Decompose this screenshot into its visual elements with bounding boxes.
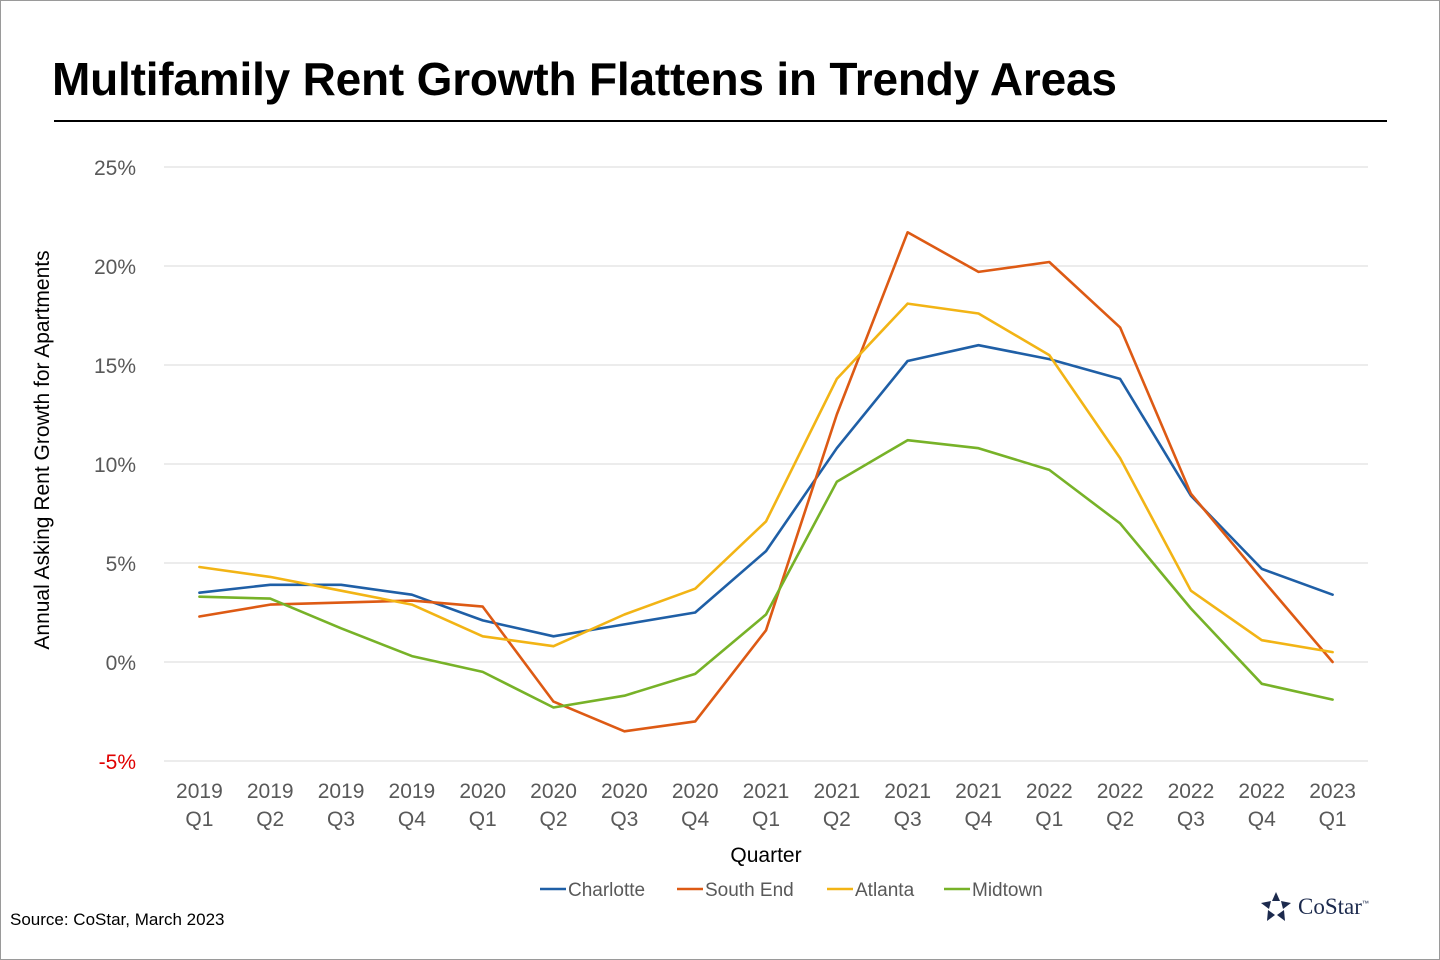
gridlines	[164, 166, 1368, 762]
x-tick-label-quarter: Q1	[1319, 808, 1347, 831]
x-tick-label-year: 2021	[955, 780, 1002, 803]
y-tick-label: 15%	[94, 355, 136, 378]
series-line-south-end	[198, 231, 1334, 733]
x-tick-label-year: 2021	[884, 780, 931, 803]
legend-label: Charlotte	[568, 880, 645, 901]
title-underline	[54, 120, 1387, 122]
chart-title: Multifamily Rent Growth Flattens in Tren…	[52, 53, 1117, 105]
x-tick-label-quarter: Q1	[469, 808, 497, 831]
series-line-midtown	[198, 438, 1334, 709]
x-tick-label-quarter: Q2	[256, 808, 284, 831]
x-tick-label-year: 2022	[1168, 780, 1215, 803]
x-tick-label-quarter: Q1	[1035, 808, 1063, 831]
x-tick-label-year: 2020	[530, 780, 577, 803]
legend: Charlotte South End Atlanta Midtown	[540, 880, 1043, 901]
x-tick-label-year: 2019	[247, 780, 294, 803]
y-tick-label: -5%	[99, 751, 136, 774]
x-tick-label-year: 2021	[743, 780, 790, 803]
x-tick-label-year: 2023	[1309, 780, 1356, 803]
y-axis-label: Annual Asking Rent Growth for Apartments	[31, 250, 54, 649]
y-tick-label: 0%	[106, 652, 136, 675]
x-tick-label-year: 2020	[601, 780, 648, 803]
y-axis-ticks: -5% 0% 5% 10% 15% 20% 25%	[94, 157, 136, 774]
x-tick-label-year: 2022	[1026, 780, 1073, 803]
x-tick-label-quarter: Q4	[681, 808, 709, 831]
x-tick-label-quarter: Q1	[752, 808, 780, 831]
x-tick-label-quarter: Q3	[610, 808, 638, 831]
costar-logo-text: CoStar™	[1298, 894, 1369, 919]
x-tick-label-year: 2021	[813, 780, 860, 803]
y-tick-label: 25%	[94, 157, 136, 180]
y-tick-label: 5%	[106, 553, 136, 576]
x-tick-label-year: 2022	[1238, 780, 1285, 803]
x-tick-label-quarter: Q3	[894, 808, 922, 831]
source-note: Source: CoStar, March 2023	[10, 910, 225, 929]
x-tick-label-quarter: Q4	[964, 808, 992, 831]
x-tick-label-year: 2020	[672, 780, 719, 803]
costar-logo: CoStar™	[1260, 890, 1369, 924]
legend-label: South End	[705, 880, 794, 901]
x-tick-label-year: 2019	[176, 780, 223, 803]
x-axis-label: Quarter	[730, 844, 801, 867]
x-axis-ticks: 2019 Q1 2019 Q2 2019 Q3 2019 Q4 2020 Q1 2020 Q2 2020…	[176, 780, 1356, 831]
costar-star-icon	[1261, 892, 1291, 921]
x-tick-label-quarter: Q3	[1177, 808, 1205, 831]
x-tick-label-quarter: Q2	[540, 808, 568, 831]
x-tick-label-year: 2020	[459, 780, 506, 803]
y-tick-label: 20%	[94, 256, 136, 279]
x-tick-label-quarter: Q2	[1106, 808, 1134, 831]
legend-label: Atlanta	[855, 880, 915, 901]
x-tick-label-year: 2022	[1097, 780, 1144, 803]
x-tick-label-quarter: Q2	[823, 808, 851, 831]
series-line-atlanta	[198, 302, 1334, 654]
series-lines	[198, 231, 1334, 733]
x-tick-label-quarter: Q4	[1248, 808, 1276, 831]
x-tick-label-year: 2019	[318, 780, 365, 803]
x-tick-label-quarter: Q1	[185, 808, 213, 831]
x-tick-label-year: 2019	[389, 780, 436, 803]
legend-label: Midtown	[972, 880, 1043, 901]
y-tick-label: 10%	[94, 454, 136, 477]
x-tick-label-quarter: Q4	[398, 808, 426, 831]
x-tick-label-quarter: Q3	[327, 808, 355, 831]
series-line-charlotte	[198, 343, 1334, 638]
